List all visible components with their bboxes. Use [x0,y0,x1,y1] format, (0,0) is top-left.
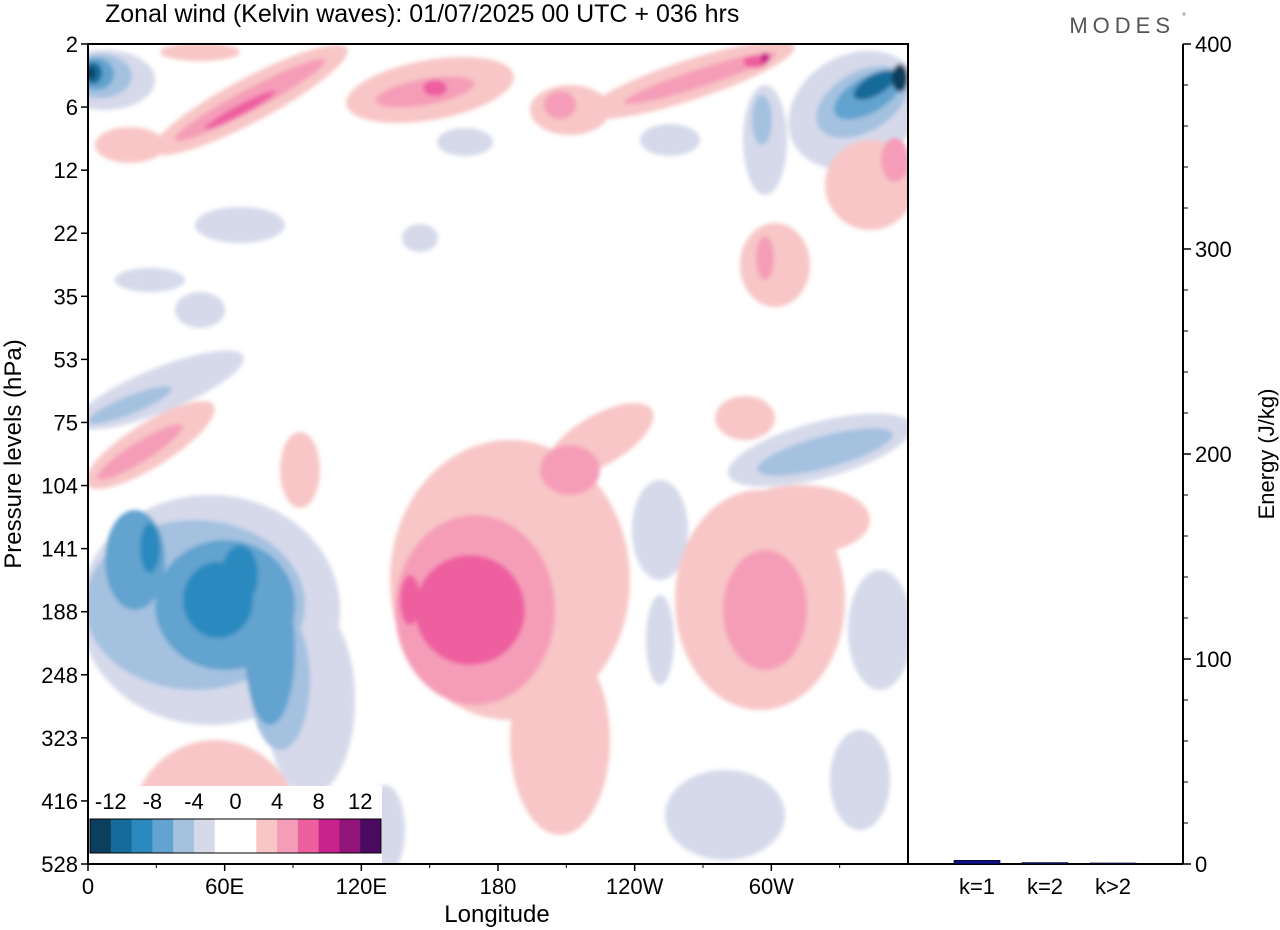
colorbar-label: 4 [271,789,283,814]
x-axis-label: Longitude [444,901,549,928]
longitude-tick-label: 120E [336,874,387,899]
mid-stratosphere-easterly [88,207,438,430]
longitude-tick-label: 60W [749,874,794,899]
modes-logo: MODES ° [1069,12,1186,38]
colorbar-label: -12 [95,789,127,814]
colorbar-swatches [90,819,382,853]
colorbar-label: -4 [184,789,204,814]
longitude-tick-label: 60E [205,874,244,899]
pressure-tick-label: 104 [41,474,78,499]
colorbar-label: -8 [143,789,163,814]
pressure-tick-label: 6 [66,95,78,120]
colorbar-swatch [339,819,361,853]
pressure-tick-label: 12 [54,158,78,183]
energy-bar [1089,862,1137,865]
colorbar-swatch [318,819,340,853]
modes-logo-mark: ° [1182,12,1186,23]
left-easterly-region-upper-troposphere [88,495,355,795]
energy-bar [1021,862,1069,865]
pressure-tick-label: 2 [66,32,78,57]
y-axis-label: Pressure levels (hPa) [0,339,27,568]
colorbar-swatch [297,819,320,853]
wind-contours [88,44,908,864]
longitude-axis: 0 60E 120E 180 120W 60W [82,864,841,899]
chart-title: Zonal wind (Kelvin waves): 01/07/2025 00… [105,0,739,28]
pressure-tick-label: 188 [41,600,78,625]
colorbar-swatch [360,819,382,853]
energy-tick-label: 300 [1195,237,1232,262]
colorbar-swatch [131,819,153,853]
longitude-tick-label: 180 [480,874,517,899]
pressure-tick-label: 53 [54,347,78,372]
colorbar-swatch [235,819,257,853]
energy-tick-label: 200 [1195,442,1232,467]
colorbar: -12 -8 -4 0 4 8 12 [88,786,382,864]
upper-right-easterly-contour [437,50,908,195]
energy-tick-label: 0 [1195,852,1207,877]
colorbar-label: 12 [348,789,372,814]
colorbar-swatch [277,819,299,853]
upper-westerly-band-3 [585,44,795,119]
colorbar-labels: -12 -8 -4 0 4 8 12 [95,789,373,814]
pressure-tick-label: 528 [41,852,78,877]
pressure-tick-label: 75 [54,410,78,435]
wavenumber-label: k=1 [959,874,995,899]
colorbar-label: 8 [313,789,325,814]
colorbar-label: 0 [229,789,241,814]
colorbar-swatch [110,819,133,853]
colorbar-swatch [193,819,216,853]
longitude-tick-label: 120W [606,874,664,899]
upper-left-easterly-contour [88,50,155,110]
right-westerly-region-60W [675,485,870,710]
pressure-axis: 2 6 12 22 35 53 75 104 141 188 248 323 416 528 [41,32,88,877]
energy-tick-label: 400 [1195,32,1232,57]
upper-right-westerly-contour [740,138,908,307]
pressure-tick-label: 35 [54,284,78,309]
colorbar-swatch [256,819,278,853]
pressure-tick-label: 141 [41,537,78,562]
longitude-tick-label: 0 [82,874,94,899]
pressure-tick-label: 416 [41,789,78,814]
central-westerly-region-180 [390,403,654,835]
right-easterly-band-104hPa [632,396,908,580]
wavenumber-label: k>2 [1095,874,1131,899]
colorbar-swatch [152,819,174,853]
colorbar-frame [89,818,382,854]
modes-logo-text: MODES [1069,13,1175,38]
energy-tick-label: 100 [1195,647,1232,672]
colorbar-swatch [90,819,112,853]
wavenumber-label: k=2 [1027,874,1063,899]
wavenumber-axis: k=1 k=2 k>2 [959,874,1131,899]
upper-westerly-band-2 [346,56,620,198]
pressure-tick-label: 248 [41,663,78,688]
pressure-tick-label: 323 [41,726,78,751]
energy-bars [953,860,1137,865]
energy-bar [953,860,1001,865]
colorbar-swatch [173,819,195,853]
colorbar-swatch [214,819,236,853]
right-easterly-region-lower [646,570,908,860]
energy-axis: 0 100 200 300 400 [1183,32,1232,877]
left-westerly-band-75hPa [88,401,320,508]
pressure-tick-label: 22 [54,221,78,246]
upper-westerly-band-1 [95,44,348,163]
energy-axis-label: Energy (J/kg) [1254,389,1279,520]
